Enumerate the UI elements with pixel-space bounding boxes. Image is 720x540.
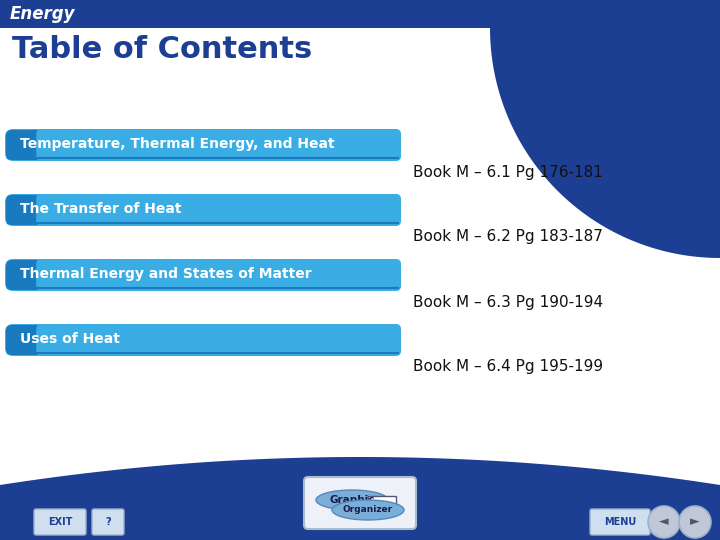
Ellipse shape	[332, 500, 404, 520]
Text: ?: ?	[105, 517, 111, 527]
Bar	[0, 0, 720, 28]
FancyBboxPatch shape	[304, 477, 416, 529]
Text: EXIT: EXIT	[48, 517, 72, 527]
Text: The Transfer of Heat: The Transfer of Heat	[20, 202, 181, 216]
Circle shape	[679, 506, 711, 538]
Polygon shape	[490, 28, 720, 258]
Text: Organizer: Organizer	[343, 505, 393, 515]
Circle shape	[648, 506, 680, 538]
FancyBboxPatch shape	[34, 509, 86, 535]
FancyBboxPatch shape	[5, 259, 401, 291]
FancyBboxPatch shape	[92, 509, 124, 535]
FancyBboxPatch shape	[6, 260, 68, 290]
Ellipse shape	[316, 490, 388, 510]
Text: Book M – 6.4 Pg 195-199: Book M – 6.4 Pg 195-199	[413, 360, 603, 375]
FancyBboxPatch shape	[5, 129, 401, 161]
FancyBboxPatch shape	[36, 324, 401, 356]
Text: Book M – 6.1 Pg 176-181: Book M – 6.1 Pg 176-181	[413, 165, 603, 179]
Polygon shape	[0, 457, 720, 540]
FancyBboxPatch shape	[5, 324, 401, 356]
Text: MENU: MENU	[604, 517, 636, 527]
Text: Table of Contents: Table of Contents	[12, 36, 312, 64]
Text: Book M – 6.2 Pg 183-187: Book M – 6.2 Pg 183-187	[413, 230, 603, 245]
Bar	[368, 496, 396, 514]
Text: Energy: Energy	[10, 5, 76, 23]
FancyBboxPatch shape	[36, 259, 401, 291]
Text: ◄: ◄	[660, 516, 669, 529]
Text: Temperature, Thermal Energy, and Heat: Temperature, Thermal Energy, and Heat	[20, 137, 335, 151]
FancyBboxPatch shape	[6, 325, 68, 355]
FancyBboxPatch shape	[6, 130, 68, 160]
Text: Book M – 6.3 Pg 190-194: Book M – 6.3 Pg 190-194	[413, 294, 603, 309]
FancyBboxPatch shape	[6, 195, 68, 225]
FancyBboxPatch shape	[590, 509, 650, 535]
FancyBboxPatch shape	[36, 194, 401, 226]
Text: Uses of Heat: Uses of Heat	[20, 332, 120, 346]
Text: ►: ►	[690, 516, 700, 529]
Text: Thermal Energy and States of Matter: Thermal Energy and States of Matter	[20, 267, 312, 281]
FancyBboxPatch shape	[5, 194, 401, 226]
FancyBboxPatch shape	[36, 129, 401, 161]
Text: Graphic: Graphic	[329, 495, 374, 505]
